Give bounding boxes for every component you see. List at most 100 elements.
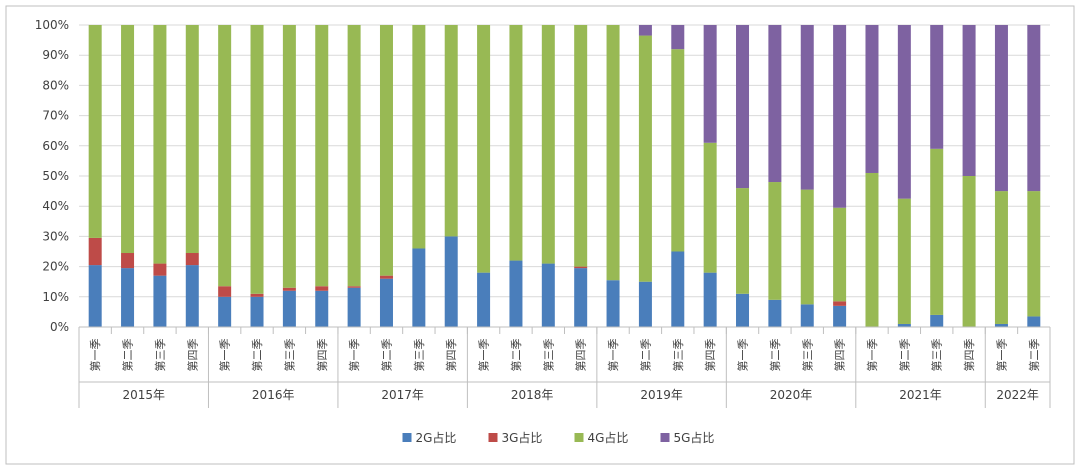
bar-segment: [833, 25, 847, 208]
bar-segment: [88, 237, 102, 266]
x-tick-label: 第三季: [541, 339, 555, 372]
x-tick-label: 第一季: [88, 339, 102, 372]
bar-segment: [768, 182, 782, 300]
bar-segment: [897, 198, 911, 324]
x-tick-label: 第四季: [574, 339, 588, 372]
bar-segment: [703, 142, 717, 273]
bar-segment: [250, 296, 264, 327]
year-label: 2018年: [511, 388, 554, 402]
bar-segment: [250, 25, 264, 294]
y-tick-label: 40%: [42, 199, 69, 213]
year-label: 2019年: [640, 388, 683, 402]
bar-segment: [347, 287, 361, 327]
x-tick-label: 第三季: [412, 339, 426, 372]
y-tick-label: 50%: [42, 169, 69, 183]
x-tick-label: 第二季: [1027, 339, 1041, 372]
bar-segment: [282, 25, 296, 288]
bar-segment: [671, 251, 685, 327]
y-tick-label: 10%: [42, 290, 69, 304]
x-tick-label: 第四季: [444, 339, 458, 372]
bar-segment: [250, 293, 264, 297]
bar-segment: [606, 25, 620, 281]
bar-segment: [379, 278, 393, 327]
bar-segment: [185, 265, 199, 327]
bar-segment: [703, 272, 717, 327]
bar-segment: [121, 268, 135, 327]
y-tick-label: 100%: [35, 18, 69, 32]
x-tick-label: 第三季: [282, 339, 296, 372]
y-tick-label: 0%: [50, 320, 69, 334]
bar-segment: [865, 25, 879, 173]
bar-segment: [477, 25, 491, 273]
bar-segment: [1027, 191, 1041, 317]
legend-label: 2G占比: [416, 430, 457, 445]
bar-segment: [574, 25, 588, 267]
bar-segment: [897, 25, 911, 199]
bar-segment: [606, 280, 620, 327]
bar-segment: [379, 275, 393, 279]
legend-label: 3G占比: [502, 430, 543, 445]
bar-segment: [800, 25, 814, 190]
bar-segment: [541, 263, 555, 327]
x-tick-label: 第一季: [218, 339, 232, 372]
year-label: 2016年: [252, 388, 295, 402]
bar-segment: [88, 265, 102, 327]
bar-segment: [994, 25, 1008, 192]
x-tick-label: 第一季: [606, 339, 620, 372]
x-tick-label: 第四季: [833, 339, 847, 372]
x-tick-label: 第三季: [671, 339, 685, 372]
bar-segment: [994, 191, 1008, 324]
y-tick-label: 70%: [42, 109, 69, 123]
bar-segment: [315, 286, 329, 291]
bar-segment: [218, 286, 232, 297]
x-tick-label: 第四季: [962, 339, 976, 372]
legend-swatch: [574, 433, 584, 442]
bar-segment: [736, 188, 750, 294]
bar-segment: [638, 25, 652, 36]
bar-segment: [736, 293, 750, 327]
x-tick-label: 第三季: [153, 339, 167, 372]
y-tick-label: 60%: [42, 139, 69, 153]
year-label: 2015年: [122, 388, 165, 402]
bar-segment: [88, 25, 102, 238]
bar-segment: [865, 172, 879, 327]
bar-segment: [379, 25, 393, 276]
legend-label: 5G占比: [674, 430, 715, 445]
x-tick-label: 第一季: [994, 338, 1008, 371]
legend-swatch: [402, 433, 412, 442]
bar-segment: [833, 305, 847, 327]
bar-segment: [121, 25, 135, 254]
bar-segment: [897, 323, 911, 327]
year-label: 2020年: [770, 388, 813, 402]
bar-segment: [218, 296, 232, 327]
bar-segment: [315, 290, 329, 327]
year-label: 2017年: [381, 388, 424, 402]
bar-segment: [574, 268, 588, 327]
x-tick-label: 第一季: [477, 339, 491, 372]
x-tick-label: 第二季: [379, 339, 393, 372]
bar-segment: [962, 176, 976, 327]
bar-segment: [962, 25, 976, 176]
x-tick-label: 第四季: [703, 339, 717, 372]
bar-segment: [1027, 316, 1041, 327]
bar-segment: [153, 275, 167, 327]
x-tick-label: 第二季: [121, 339, 135, 372]
x-tick-label: 第二季: [897, 339, 911, 372]
bar-segment: [671, 25, 685, 50]
y-tick-label: 20%: [42, 260, 69, 274]
bar-segment: [671, 49, 685, 252]
bar-segment: [509, 260, 523, 327]
bar-segment: [574, 266, 588, 269]
bar-segment: [800, 304, 814, 327]
year-label: 2022年: [996, 388, 1039, 402]
bar-segment: [994, 323, 1008, 327]
bar-segment: [347, 286, 361, 288]
x-tick-label: 第四季: [315, 339, 329, 372]
bar-segment: [412, 25, 426, 249]
bar-segment: [412, 248, 426, 327]
bar-segment: [703, 25, 717, 143]
bar-segment: [477, 272, 491, 327]
x-tick-label: 第二季: [638, 339, 652, 372]
